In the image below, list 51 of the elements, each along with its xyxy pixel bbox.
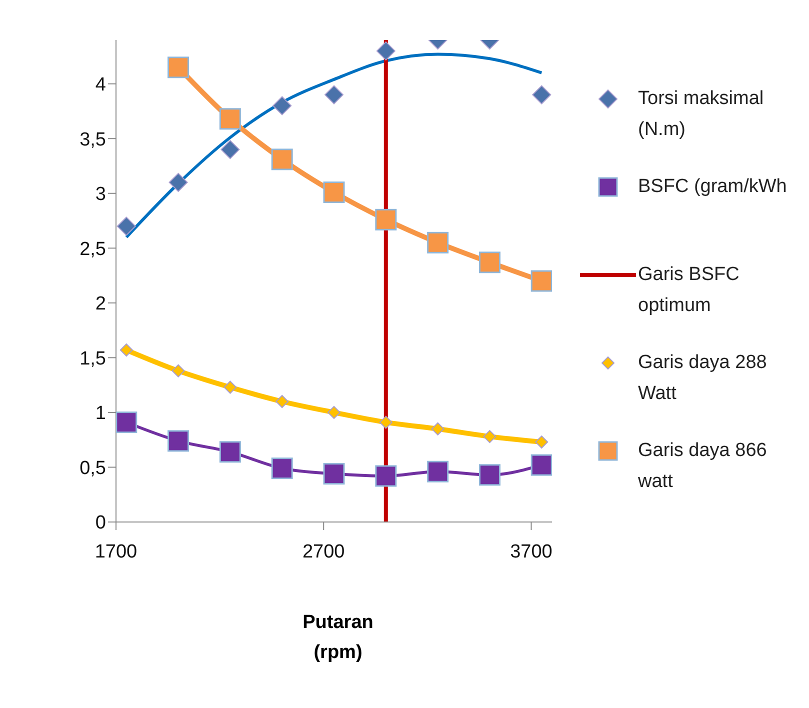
- point: [168, 430, 190, 452]
- point: [324, 85, 344, 104]
- point: [116, 216, 136, 236]
- point: [168, 56, 190, 78]
- point: [272, 96, 292, 116]
- point: [168, 172, 188, 192]
- point: [431, 422, 444, 436]
- point: [376, 41, 396, 60]
- point: [116, 412, 138, 434]
- point: [375, 208, 397, 230]
- point: [379, 416, 392, 429]
- point: [220, 140, 240, 160]
- point: [276, 395, 289, 408]
- point: [328, 406, 340, 419]
- point: [375, 465, 397, 487]
- legend-label: BSFC (gram/kWh: [638, 175, 788, 199]
- y-tick-label: 1: [95, 403, 106, 424]
- point: [120, 344, 133, 357]
- point: [530, 454, 552, 476]
- point: [271, 148, 293, 170]
- point: [532, 85, 552, 104]
- point: [483, 430, 496, 444]
- x-axis-title: Putaran (rpm): [302, 611, 374, 665]
- point: [535, 436, 548, 449]
- point: [427, 232, 449, 254]
- legend-label: Garis BSFC optimum: [638, 263, 740, 318]
- point: [271, 458, 293, 480]
- point: [427, 460, 449, 482]
- y-tick-label: 3: [95, 184, 106, 206]
- x-tick-label: 3700: [510, 541, 552, 562]
- point: [219, 108, 241, 130]
- y-tick-label: 1,5: [80, 348, 106, 370]
- legend-label: Garis daya 866 watt: [638, 439, 768, 494]
- y-tick-label: 2,5: [80, 238, 106, 260]
- point: [172, 364, 185, 378]
- point: [323, 463, 345, 485]
- point: [224, 380, 237, 394]
- point: [478, 464, 500, 486]
- point: [478, 252, 500, 274]
- x-tick-label: 1700: [94, 541, 138, 562]
- legend-label: Torsi maksimal (N.m): [638, 87, 765, 142]
- point: [323, 182, 345, 204]
- legend-label: Garis daya 288 Watt: [638, 351, 768, 406]
- point: [530, 270, 552, 292]
- point: [219, 441, 241, 463]
- y-tick-label: 0,5: [80, 458, 106, 479]
- x-tick-label: 2700: [302, 541, 345, 562]
- y-tick-label: 2: [95, 294, 106, 315]
- y-tick-label: 3,5: [80, 129, 106, 150]
- y-tick-label: 0: [95, 512, 106, 534]
- y-tick-label: 4: [95, 74, 106, 96]
